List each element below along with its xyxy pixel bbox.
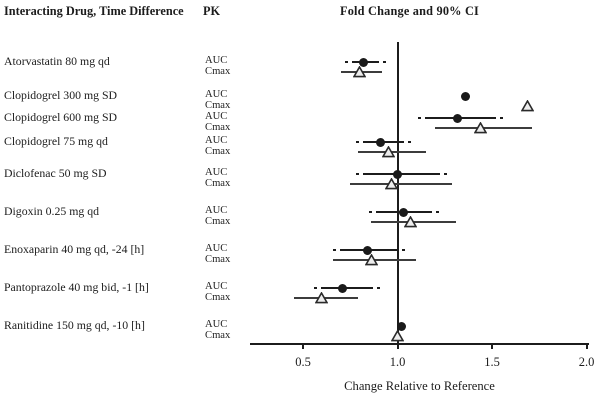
triangle-icon [403,215,418,228]
pk-cmax-label: Cmax [205,145,231,157]
auc-ci-line [314,287,381,289]
chart-title: Fold Change and 90% CI [340,4,480,18]
auc-marker-circle [358,57,368,67]
auc-marker-circle [453,113,463,123]
cmax-marker-triangle [403,215,418,228]
drug-label: Atorvastatin 80 mg qd [4,54,110,68]
pk-auc-label: AUC [205,243,228,254]
drug-label: Ranitidine 150 mg qd, -10 [h] [4,318,145,332]
auc-marker-circle [398,207,408,217]
pk-cmax-label: Cmax [205,330,231,341]
pk-cmax-label: Cmax [205,65,231,77]
x-tick-label: 0.5 [295,355,311,369]
drug-label: Pantoprazole 40 mg bid, -1 [h] [4,280,149,294]
pk-auc-label: AUC [205,281,228,292]
column-header-pk: PK [203,4,221,18]
drug-label: Diclofenac 50 mg SD [4,166,107,180]
pk-cmax-label: Cmax [205,100,231,111]
pk-cmax-label: Cmax [205,122,231,133]
drug-label: Clopidogrel 75 mg qd [4,134,108,148]
x-tick [491,343,493,349]
drug-label: Clopidogrel 600 mg SD [4,110,118,124]
cmax-marker-triangle [352,64,367,78]
triangle-icon [315,291,329,304]
triangle-icon [364,252,378,265]
auc-marker-circle [362,245,372,255]
pk-auc-label: AUC [205,89,228,100]
pk-auc-label: AUC [205,55,228,66]
x-tick-label: 1.5 [484,355,500,369]
drug-label: Digoxin 0.25 mg qd [4,204,100,218]
triangle-icon [381,144,395,157]
cmax-marker-triangle [390,329,405,342]
x-axis-line [250,343,589,345]
cmax-marker-triangle [381,144,395,158]
auc-marker-circle [461,91,471,101]
triangle-icon [473,121,488,134]
pk-auc-label: AUC [205,135,228,146]
x-tick [585,343,588,349]
cmax-marker-triangle [384,177,399,190]
pk-cmax-label: Cmax [205,253,231,265]
pk-auc-label: AUC [205,319,228,330]
x-tick [302,343,304,349]
cmax-marker-triangle [473,121,488,134]
x-tick [396,343,399,349]
pk-auc-label: AUC [205,205,228,216]
auc-marker-circle [375,137,385,147]
pk-auc-label: AUC [205,111,228,122]
cmax-marker-triangle [315,291,329,304]
x-axis-title: Change Relative to Reference [344,379,495,393]
auc-marker-circle [393,169,402,179]
column-header-drug: Interacting Drug, Time Difference [4,4,184,18]
x-tick-label: 1.0 [389,355,406,369]
drug-label: Clopidogrel 300 mg SD [4,88,118,102]
drug-label: Enoxaparin 40 mg qd, -24 [h] [4,242,145,256]
cmax-marker-triangle [521,99,535,112]
pk-auc-label: AUC [205,167,228,178]
triangle-icon [384,177,399,190]
cmax-marker-triangle [364,252,378,266]
auc-marker-circle [396,321,406,331]
pk-cmax-label: Cmax [205,178,231,189]
cmax-ci-line [350,183,453,185]
pk-cmax-label: Cmax [205,292,231,303]
reference-line [396,42,399,345]
triangle-icon [521,99,535,112]
auc-marker-circle [338,283,348,293]
pk-cmax-label: Cmax [205,216,231,227]
triangle-icon [352,64,367,77]
x-tick-label: 2.0 [578,355,595,369]
triangle-icon [390,329,405,342]
